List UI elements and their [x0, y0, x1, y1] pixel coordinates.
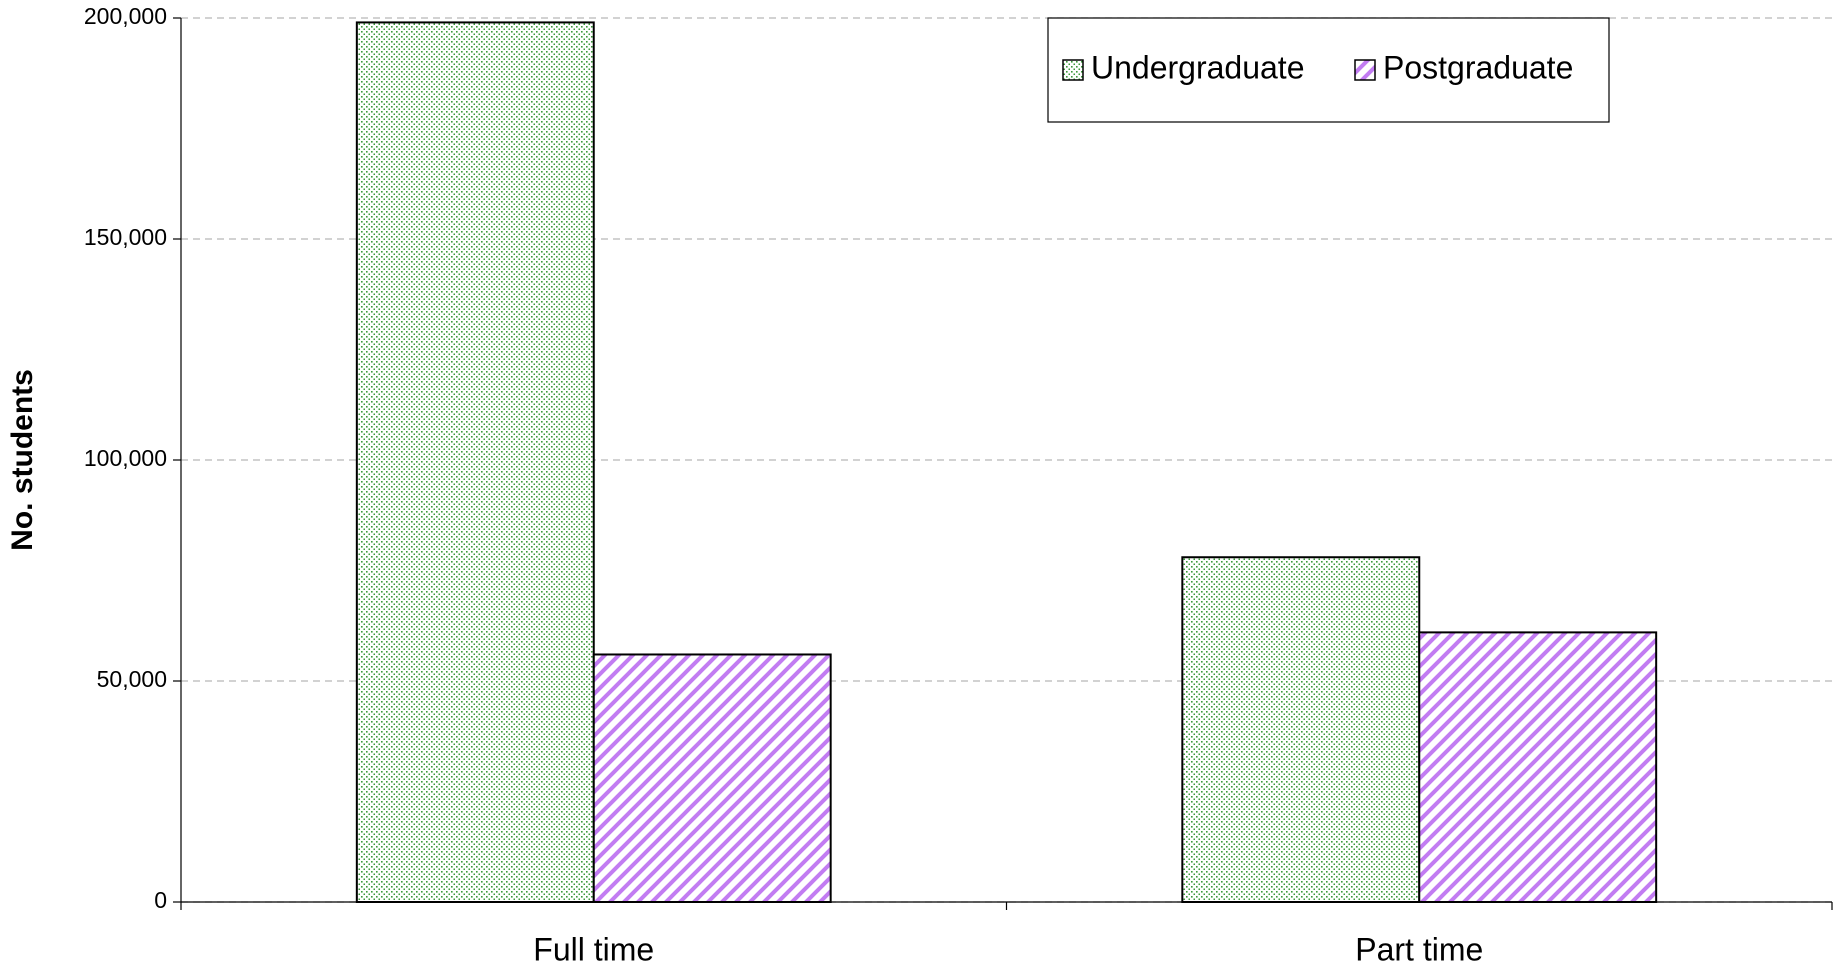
- y-tick-label: 50,000: [97, 666, 167, 692]
- x-tick-label: Full time: [533, 931, 654, 967]
- legend-label: Postgraduate: [1383, 49, 1573, 85]
- legend-swatch: [1062, 59, 1084, 81]
- bar: [355, 21, 595, 904]
- bar: [1181, 556, 1421, 903]
- bar: [1418, 631, 1658, 903]
- y-tick-label: 0: [154, 887, 167, 913]
- y-tick-label: 100,000: [84, 445, 167, 471]
- legend-label: Undergraduate: [1091, 49, 1304, 85]
- y-axis-title: No. students: [6, 369, 39, 551]
- x-tick-label: Part time: [1355, 931, 1483, 967]
- y-tick-label: 200,000: [84, 3, 167, 29]
- legend-box: [1047, 17, 1610, 123]
- bar: [592, 653, 832, 903]
- legend-swatch: [1354, 59, 1376, 81]
- y-tick-label: 150,000: [84, 224, 167, 250]
